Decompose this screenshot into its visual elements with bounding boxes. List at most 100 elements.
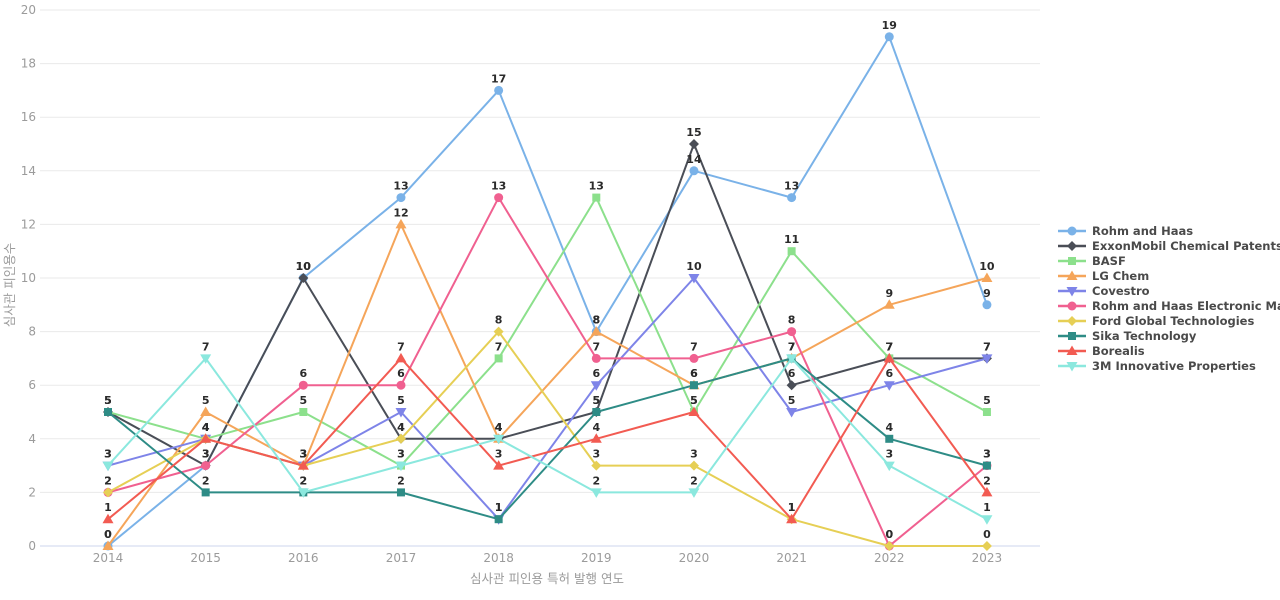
data-point-borealis[interactable]	[786, 513, 798, 524]
data-point-sika-technology[interactable]	[982, 461, 991, 470]
legend-item-exxonmobil-chemical-patents[interactable]: ExxonMobil Chemical Patents	[1057, 238, 1280, 253]
data-point-borealis[interactable]	[493, 460, 505, 470]
data-point-3m-innovative-properties[interactable]	[493, 434, 505, 445]
data-point-covestro[interactable]	[688, 274, 700, 284]
point-label-borealis: 1	[104, 501, 112, 514]
data-point-sika-technology[interactable]	[104, 408, 112, 416]
point-label-exxonmobil-chemical-patents: 7	[983, 340, 991, 353]
data-point-sika-technology[interactable]	[592, 408, 601, 416]
data-point-ford-global-technologies[interactable]	[591, 460, 602, 471]
data-point-3m-innovative-properties[interactable]	[200, 354, 212, 364]
data-point-3m-innovative-properties[interactable]	[883, 461, 895, 472]
data-point-rohm-and-haas-electronic-ma[interactable]	[591, 353, 601, 363]
data-point-sika-technology[interactable]	[396, 488, 405, 497]
data-point-rohm-and-haas-electronic-ma[interactable]	[787, 327, 797, 337]
data-point-covestro[interactable]	[883, 381, 895, 391]
data-point-rohm-and-haas[interactable]	[884, 32, 894, 42]
data-point-ford-global-technologies[interactable]	[103, 487, 113, 498]
data-point-ford-global-technologies[interactable]	[493, 326, 504, 337]
data-point-covestro[interactable]	[981, 354, 993, 364]
data-point-3m-innovative-properties[interactable]	[981, 515, 993, 525]
data-point-3m-innovative-properties[interactable]	[297, 488, 309, 498]
data-point-borealis[interactable]	[102, 513, 114, 524]
legend-label: ExxonMobil Chemical Patents	[1092, 238, 1280, 253]
data-point-sika-technology[interactable]	[689, 381, 698, 390]
data-point-covestro[interactable]	[590, 381, 602, 391]
legend-item-sika-technology[interactable]: Sika Technology	[1057, 328, 1280, 343]
data-point-basf[interactable]	[299, 408, 308, 416]
data-point-sika-technology[interactable]	[885, 434, 894, 443]
point-label-ford-global-technologies: 8	[495, 314, 503, 327]
data-point-3m-innovative-properties[interactable]	[590, 488, 602, 498]
data-point-lg-chem[interactable]	[395, 218, 407, 229]
point-label-exxonmobil-chemical-patents: 15	[686, 126, 701, 139]
legend-item-basf[interactable]: BASF	[1057, 253, 1280, 268]
data-point-ford-global-technologies[interactable]	[688, 460, 699, 471]
data-point-borealis[interactable]	[395, 352, 407, 363]
data-point-basf[interactable]	[982, 408, 991, 416]
data-point-exxonmobil-chemical-patents[interactable]	[688, 139, 699, 149]
data-point-basf[interactable]	[592, 193, 601, 202]
data-point-rohm-and-haas-electronic-ma[interactable]	[396, 380, 406, 390]
data-point-exxonmobil-chemical-patents[interactable]	[786, 380, 797, 391]
point-label-sika-technology: 4	[885, 421, 893, 434]
data-point-basf[interactable]	[494, 354, 503, 363]
data-point-covestro[interactable]	[786, 408, 798, 418]
point-label-rohm-and-haas-electronic-ma: 6	[397, 367, 405, 380]
data-point-rohm-and-haas[interactable]	[396, 193, 406, 203]
legend-item-covestro[interactable]: Covestro	[1057, 283, 1280, 298]
data-point-basf[interactable]	[787, 247, 796, 256]
data-point-rohm-and-haas-electronic-ma[interactable]	[201, 461, 211, 471]
data-point-sika-technology[interactable]	[201, 488, 210, 497]
legend-item-lg-chem[interactable]: LG Chem	[1057, 268, 1280, 283]
data-point-borealis[interactable]	[200, 433, 212, 443]
point-label-lg-chem: 12	[393, 206, 408, 219]
data-point-ford-global-technologies[interactable]	[395, 433, 406, 444]
data-point-ford-global-technologies[interactable]	[884, 541, 895, 551]
data-point-lg-chem[interactable]	[102, 540, 114, 551]
data-point-3m-innovative-properties[interactable]	[786, 354, 798, 364]
data-point-ford-global-technologies[interactable]	[981, 541, 992, 551]
data-point-borealis[interactable]	[297, 460, 309, 470]
legend-label: Ford Global Technologies	[1092, 313, 1255, 328]
data-point-rohm-and-haas[interactable]	[494, 85, 504, 95]
data-point-rohm-and-haas-electronic-ma[interactable]	[689, 353, 699, 363]
point-label-borealis: 4	[202, 421, 210, 434]
data-point-rohm-and-haas-electronic-ma[interactable]	[298, 380, 308, 390]
point-label-rohm-and-haas: 9	[983, 287, 991, 300]
point-label-ford-global-technologies: 1	[788, 501, 796, 514]
point-label-basf: 5	[299, 394, 307, 407]
point-label-basf: 7	[495, 340, 503, 353]
data-point-borealis[interactable]	[883, 352, 895, 363]
data-point-3m-innovative-properties[interactable]	[102, 461, 114, 472]
y-tick-label: 20	[21, 3, 36, 17]
data-point-3m-innovative-properties[interactable]	[688, 488, 700, 498]
point-label-ford-global-technologies: 0	[885, 528, 893, 541]
data-point-covestro[interactable]	[395, 408, 407, 418]
basf-legend-marker-icon	[1058, 256, 1086, 265]
data-point-sika-technology[interactable]	[494, 515, 503, 524]
point-label-lg-chem: 6	[690, 367, 698, 380]
data-point-lg-chem[interactable]	[883, 299, 895, 309]
legend-item-borealis[interactable]: Borealis	[1057, 343, 1280, 358]
legend-item-rohm-and-haas-electronic-ma[interactable]: Rohm and Haas Electronic Ma...	[1057, 298, 1280, 313]
point-label-covestro: 6	[885, 367, 893, 380]
legend-item-rohm-and-haas[interactable]: Rohm and Haas	[1057, 223, 1280, 238]
data-point-borealis[interactable]	[688, 406, 700, 417]
data-point-rohm-and-haas[interactable]	[982, 300, 992, 310]
data-point-3m-innovative-properties[interactable]	[395, 461, 407, 472]
data-point-lg-chem[interactable]	[590, 326, 602, 336]
data-point-rohm-and-haas[interactable]	[689, 166, 699, 176]
legend-item-3m-innovative-properties[interactable]: 3M Innovative Properties	[1057, 358, 1280, 373]
legend-item-ford-global-technologies[interactable]: Ford Global Technologies	[1057, 313, 1280, 328]
data-point-borealis[interactable]	[590, 433, 602, 443]
data-point-rohm-and-haas-electronic-ma[interactable]	[494, 193, 504, 203]
data-point-lg-chem[interactable]	[981, 272, 993, 283]
data-point-borealis[interactable]	[981, 486, 993, 497]
y-tick-label: 6	[28, 378, 36, 392]
data-point-exxonmobil-chemical-patents[interactable]	[298, 273, 309, 283]
point-label-rohm-and-haas-electronic-ma: 13	[491, 180, 506, 193]
data-point-rohm-and-haas[interactable]	[787, 193, 797, 203]
y-tick-label: 14	[21, 164, 36, 178]
data-point-lg-chem[interactable]	[200, 406, 212, 417]
